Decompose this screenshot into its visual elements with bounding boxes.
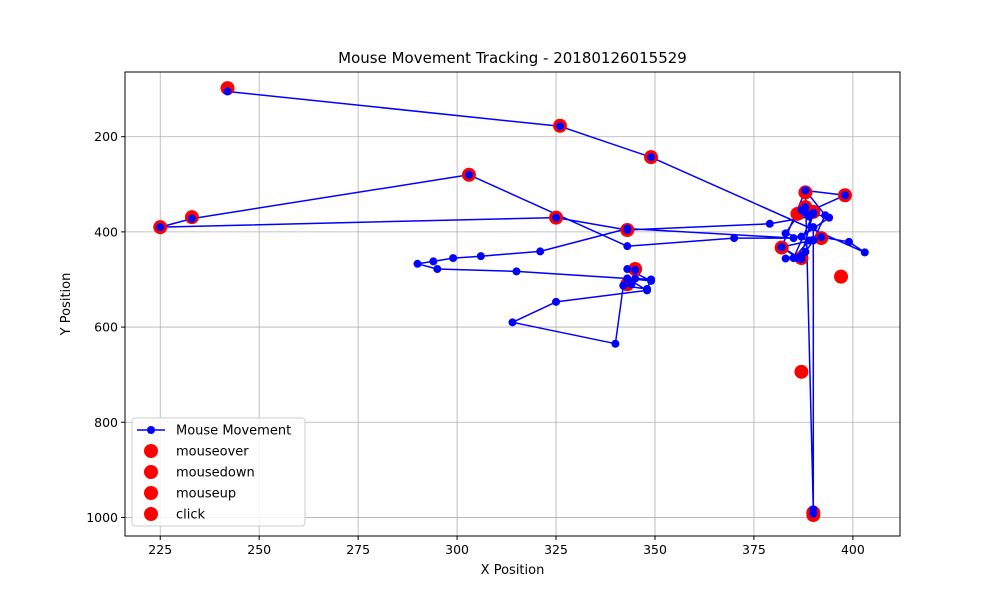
movement-point [476,252,485,261]
movement-point [536,247,545,256]
x-tick-label: 375 [742,542,766,557]
legend-label: click [176,508,206,523]
x-tick-label: 400 [841,542,865,557]
movement-point [223,87,232,96]
movement-point [512,267,521,276]
movement-point [860,248,869,257]
movement-point [619,281,628,290]
x-tick-label: 350 [643,542,667,557]
legend-event-swatch [144,507,158,521]
legend-box [131,417,306,527]
movement-point [627,280,636,289]
y-tick-label: 800 [94,415,118,430]
y-tick-label: 1000 [86,510,118,525]
x-tick-label: 275 [346,542,370,557]
movement-point [765,219,774,228]
movement-point [809,223,818,232]
movement-point [789,254,798,263]
movement-point [840,191,849,200]
y-tick-label: 400 [94,224,118,239]
legend-label: mouseover [176,445,249,460]
chart-title: Mouse Movement Tracking - 20180126015529 [338,49,687,67]
legend-event-swatch [144,465,158,479]
movement-point [809,236,818,245]
legend-item-click: click [144,507,206,523]
x-tick-label: 325 [544,542,568,557]
movement-point [844,237,853,246]
movement-point [449,254,458,263]
movement-point [187,214,196,223]
movement-point [821,211,830,220]
movement-point [611,339,620,348]
movement-point [643,286,652,295]
movement-point [413,259,422,268]
movement-point [781,254,790,263]
movement-point [623,274,632,283]
y-tick-label: 600 [94,320,118,335]
movement-point [508,318,517,327]
movement-point [631,274,640,283]
x-tick-label: 225 [148,542,172,557]
movement-point [464,170,473,179]
axis-ticks: 225 250 275 300 325 350 375 400 200 400 600 800 1000 [86,129,865,557]
legend-item-mouse-movement: Mouse Movement [137,424,291,439]
movement-point [777,243,786,252]
plot-area-frame [124,71,901,537]
movement-point [552,297,561,306]
movement-point [801,247,810,256]
movement-point [552,213,561,222]
legend: Mouse Movement mouseover mousedown mouseup c… [131,417,306,527]
event-marker [834,269,849,284]
movement-point [631,265,640,274]
legend-event-swatch [144,486,158,500]
movement-point [647,153,656,162]
movement-point [156,223,165,232]
x-tick-label: 250 [247,542,271,557]
movement-point [730,234,739,243]
movement-point [797,232,806,241]
legend-item-mouseup: mouseup [144,486,236,502]
grid-lines [125,72,900,536]
event-marker [794,364,809,379]
movement-point [817,233,826,242]
movement-point [623,224,632,233]
legend-event-swatch [144,444,158,458]
movement-point [555,122,564,131]
movement-point [429,257,438,266]
movement-point [801,186,810,195]
movement-point [623,265,632,274]
legend-label: mouseup [176,487,236,502]
legend-item-mousedown: mousedown [144,465,255,481]
y-axis-label: Y Position [59,273,74,337]
legend-label: Mouse Movement [176,424,291,439]
legend-label: mousedown [176,466,255,481]
legend-item-mouseover: mouseover [144,444,249,460]
movement-point [433,265,442,274]
movement-point [781,229,790,238]
movement-point [805,212,814,221]
legend-point-swatch [147,426,155,434]
movement-point [647,276,656,285]
movement-point [789,234,798,243]
y-tick-label: 200 [94,129,118,144]
x-tick-label: 300 [445,542,469,557]
movement-points [156,87,869,518]
x-axis-label: X Position [481,563,545,578]
movement-point [797,255,806,264]
movement-point [623,242,632,251]
movement-point [809,505,818,514]
